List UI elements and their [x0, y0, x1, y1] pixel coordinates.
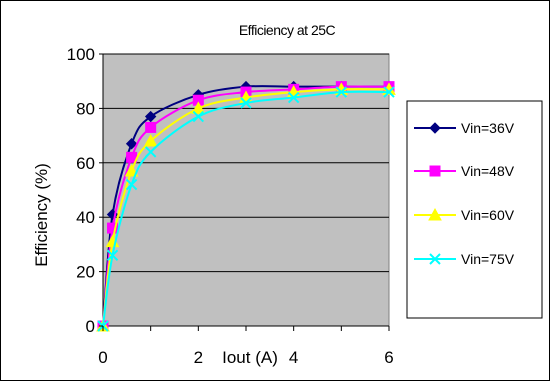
legend-item-vin-60v: Vin=60V — [414, 207, 515, 223]
data-point-vin-36v — [144, 110, 157, 123]
data-point-vin-75v — [125, 178, 138, 191]
data-point-vin-75v — [240, 97, 252, 109]
data-point-vin-75v — [106, 249, 119, 261]
series-vin-75v — [97, 86, 395, 332]
data-point-vin-60v — [191, 101, 206, 114]
x-tick-label: 2 — [194, 348, 203, 367]
y-tick-label: 60 — [76, 154, 95, 173]
legend-item-vin-36v: Vin=36V — [414, 120, 515, 136]
data-point-vin-75v — [335, 86, 348, 98]
legend-box — [406, 100, 543, 319]
x-tick-label: 4 — [289, 348, 298, 367]
legend-label: Vin=60V — [461, 207, 515, 223]
y-tick-label: 100 — [67, 45, 95, 64]
legend-item-vin-75v: Vin=75V — [414, 251, 515, 267]
chart-title: Efficiency at 25C — [239, 22, 336, 38]
legend-label: Vin=75V — [461, 251, 515, 267]
y-axis-label: Efficiency (%) — [32, 163, 51, 267]
data-point-vin-60v — [143, 133, 158, 147]
y-tick-label: 80 — [76, 99, 95, 118]
gridlines — [103, 53, 389, 273]
data-point-vin-48v — [145, 121, 157, 133]
x-tick-label: 0 — [98, 348, 107, 367]
data-point-vin-36v — [125, 138, 138, 150]
series-layer — [96, 80, 396, 332]
data-point-vin-75v — [383, 86, 395, 98]
data-point-vin-48v — [107, 222, 119, 234]
x-tick-label: 6 — [384, 348, 393, 367]
x-axis-label: Iout (A) — [222, 348, 278, 367]
y-tick-label: 0 — [86, 317, 95, 336]
y-tick-label: 20 — [76, 263, 95, 282]
legend-marker — [429, 165, 441, 177]
legend: Vin=36V Vin=48V Vin=60V Vin=75V — [406, 100, 543, 319]
data-point-vin-75v — [192, 110, 205, 123]
data-point-vin-75v — [287, 91, 300, 104]
data-point-vin-75v — [144, 146, 157, 158]
data-point-vin-60v — [124, 163, 139, 177]
legend-label: Vin=48V — [461, 163, 515, 179]
legend-marker — [429, 253, 441, 265]
y-tick-label: 40 — [76, 208, 95, 227]
tick-labels: 0 20 40 60 80 100 0 2 4 6 — [67, 45, 394, 367]
legend-marker — [428, 207, 442, 221]
legend-label: Vin=36V — [461, 120, 515, 136]
legend-marker — [429, 122, 441, 134]
legend-item-vin-48v: Vin=48V — [414, 163, 515, 179]
